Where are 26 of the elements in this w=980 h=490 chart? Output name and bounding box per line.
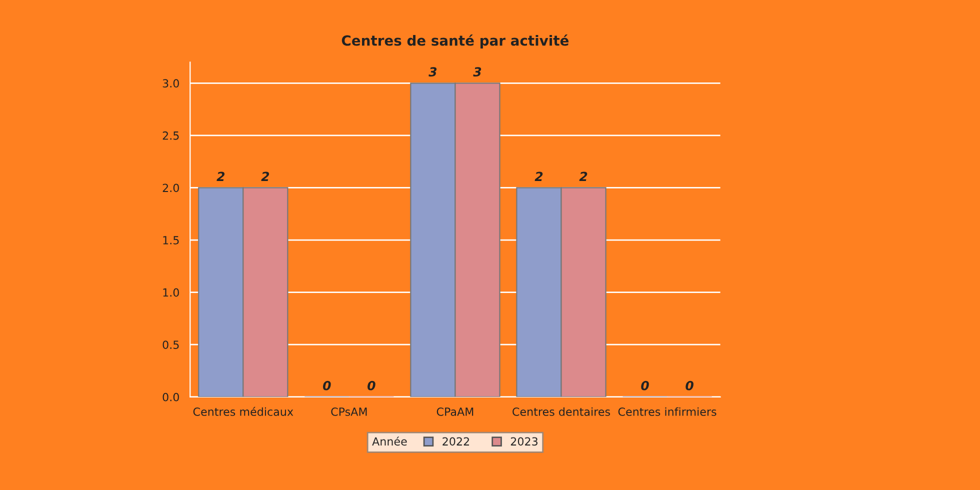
data-label: 0 (686, 380, 694, 390)
y-tick-label: 2.5 (162, 131, 179, 140)
y-tick-label: 1.5 (163, 236, 179, 244)
y-tick-label: 2.0 (162, 184, 179, 192)
x-tick-label: Centres dentaires (512, 407, 610, 416)
data-label: 2 (534, 172, 543, 181)
x-tick-label: CPsAM (331, 408, 367, 416)
data-label: 3 (428, 67, 437, 77)
data-label: 2 (261, 172, 270, 181)
data-label: 0 (368, 380, 376, 390)
x-tick-label: Centres médicaux (193, 406, 294, 416)
x-tick-label: CPaAM (436, 408, 474, 416)
y-tick-label: 1.0 (163, 288, 179, 297)
legend-title: Année (372, 436, 407, 446)
y-tick-label: 3.0 (162, 79, 179, 88)
chart-title: Centres de santé par activité (342, 34, 569, 48)
data-label: 3 (473, 67, 482, 77)
data-label: 2 (216, 172, 225, 181)
data-label: 0 (323, 380, 331, 390)
legend-label: 2023 (510, 437, 538, 446)
x-tick-label: Centres infirmiers (618, 407, 716, 416)
data-label: 0 (641, 380, 649, 390)
data-label: 2 (579, 172, 588, 181)
y-tick-label: 0.0 (162, 392, 179, 402)
legend-label: 2022 (442, 437, 469, 446)
y-tick-label: 0.5 (162, 340, 179, 349)
